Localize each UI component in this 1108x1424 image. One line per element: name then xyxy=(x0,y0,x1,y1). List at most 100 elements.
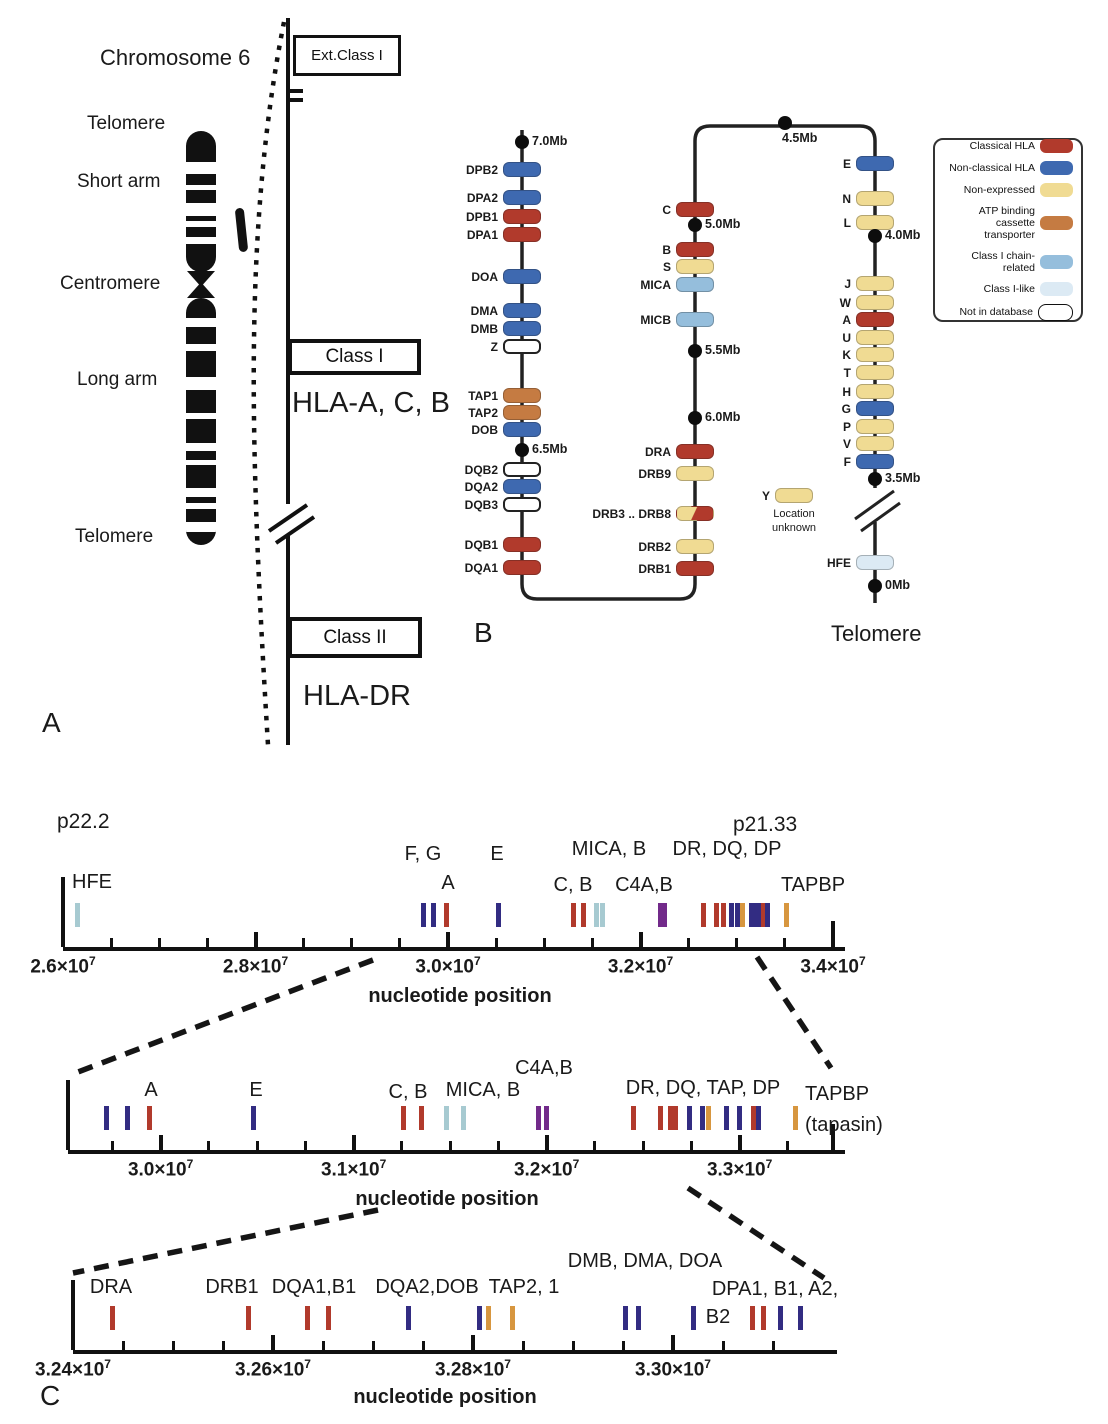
band-label-p22-2: p22.2 xyxy=(57,810,110,833)
axis1-line xyxy=(68,1150,845,1154)
legend-row-non-classical-hla: Non-classical HLA xyxy=(943,161,1073,176)
panel-c-letter: C xyxy=(40,1380,61,1411)
axis2-minor-tick-8 xyxy=(521,1341,525,1350)
axis1-gene-tick-13 xyxy=(673,1106,679,1130)
axis2-minor-tick-10 xyxy=(621,1341,625,1350)
legend-swatch-non-classical-hla xyxy=(1040,161,1073,176)
mb-label-3-5mb: 3.5Mb xyxy=(885,471,921,485)
axis1-minor-tick-10 xyxy=(593,1141,597,1150)
axis0-gene-tick-6 xyxy=(581,903,587,927)
chromosome-label: Chromosome 6 xyxy=(100,45,251,70)
axis2-gene-tick-8 xyxy=(622,1306,628,1330)
legend-row-class-i-chain-related: Class I chain-related xyxy=(943,250,1073,274)
gene-label-y: Y xyxy=(761,489,770,503)
gene-label-dqb2: DQB2 xyxy=(464,463,498,477)
axis1-major-label-3: 3.3×107 xyxy=(706,1157,773,1181)
gene-label-dqb3: DQB3 xyxy=(464,498,498,512)
axis0-minor-tick-10 xyxy=(590,938,594,947)
gene-label-dmb: DMB xyxy=(470,322,498,336)
class2-box: Class II xyxy=(288,617,422,658)
axis2-gene-label-dra: DRA xyxy=(89,1276,133,1298)
legend-label-not-in-database: Not in database xyxy=(959,306,1033,319)
axis0-major-tick-3 xyxy=(638,932,643,947)
axis2-minor-tick-0 xyxy=(121,1341,125,1350)
axis2-major-label-1: 3.26×107 xyxy=(235,1357,311,1381)
axis1-gene-label-tapbp: TAPBP xyxy=(805,1083,870,1105)
axis0-minor-tick-0 xyxy=(109,938,113,947)
axis2-minor-tick-2 xyxy=(221,1341,225,1350)
axis0-xlabel: nucleotide position xyxy=(368,985,552,1007)
mb-label-5-0mb: 5.0Mb xyxy=(705,217,741,231)
legend-box: Classical HLA Non-classical HLA Non-expres… xyxy=(933,138,1083,322)
axis1-major-tick-1 xyxy=(351,1135,356,1150)
gene-box-dpa1 xyxy=(503,227,541,242)
gene-box-g xyxy=(856,401,894,416)
gene-label-b: B xyxy=(662,243,671,257)
gene-label-n: N xyxy=(842,192,851,206)
legend-row-not-in-database: Not in database xyxy=(943,303,1073,321)
legend-row-atp-binding-cassette-transporter: ATP binding cassette transporter xyxy=(943,205,1073,241)
centromere xyxy=(187,271,215,298)
gene-label-z: Z xyxy=(490,340,498,354)
axis2-gene-tick-11 xyxy=(749,1306,755,1330)
gene-box-s xyxy=(676,259,714,274)
gene-label-j: J xyxy=(844,277,851,291)
gene-box-n xyxy=(856,191,894,206)
axis2-gene-tick-13 xyxy=(777,1306,783,1330)
axis0-major-label-4: 3.4×107 xyxy=(800,954,866,978)
axis0-gene-label-tapbp: TAPBP xyxy=(780,874,846,896)
axis2-gene-tick-3 xyxy=(325,1306,331,1330)
axis1-gene-label-c4a-b: C4A,B xyxy=(515,1057,573,1079)
axis1-gene-tick-8 xyxy=(536,1106,542,1130)
axis0-gene-label-a: A xyxy=(441,872,455,894)
unplaced-note-line2: unknown xyxy=(771,522,817,534)
mb-label-7-0mb: 7.0Mb xyxy=(532,134,568,148)
gene-label-hfe: HFE xyxy=(827,556,851,570)
gene-box-dqa1 xyxy=(503,560,541,575)
axis0-minor-tick-13 xyxy=(735,938,739,947)
axis1-gene-tick-19 xyxy=(750,1106,756,1130)
mb-dot-4-5mb xyxy=(778,116,792,130)
axis2-gene-tick-6 xyxy=(485,1306,491,1330)
axis1-gene-tick-11 xyxy=(658,1106,663,1130)
axis1-gene-tick-18 xyxy=(737,1106,743,1130)
axis2-gene-label-tap2-1: TAP2, 1 xyxy=(488,1276,560,1298)
arm-label-telomere-0: Telomere xyxy=(87,113,166,134)
arm-label-long-arm-3: Long arm xyxy=(77,369,158,390)
gene-label-c: C xyxy=(662,203,671,217)
legend-row-class-i-like: Class I-like xyxy=(943,281,1073,296)
axis2-major-tick-0 xyxy=(71,1335,75,1350)
mb-label-6-0mb: 6.0Mb xyxy=(705,410,741,424)
gene-box-dqb2 xyxy=(503,462,541,477)
axis1-xlabel: nucleotide position xyxy=(355,1188,539,1210)
gene-label-tap1: TAP1 xyxy=(468,389,498,403)
axis2-gene-tick-7 xyxy=(509,1306,515,1330)
axis0-minor-tick-2 xyxy=(205,938,209,947)
gene-box-f xyxy=(856,454,894,469)
axis1-major-label-2: 3.2×107 xyxy=(513,1157,580,1181)
axis0-gene-tick-18 xyxy=(755,903,764,927)
axis0-minor-tick-4 xyxy=(302,938,306,947)
mb-label-0mb: 0Mb xyxy=(885,578,910,592)
axis1-gene-tick-10 xyxy=(630,1106,636,1130)
legend-swatch-not-in-database xyxy=(1038,303,1073,321)
axis1-minor-tick-4 xyxy=(303,1141,307,1150)
axis1-minor-tick-11 xyxy=(641,1141,645,1150)
gene-box-drb3-drb8 xyxy=(676,506,714,521)
gene-box-micb xyxy=(676,312,714,327)
mb-dot-6-0mb xyxy=(688,411,702,425)
gene-label-dpa1: DPA1 xyxy=(466,228,498,242)
class2-genes: HLA-DR xyxy=(303,680,411,712)
axis1-gene-label-mica-b: MICA, B xyxy=(445,1079,521,1101)
axis1-gene-tick-5 xyxy=(418,1106,424,1130)
axis1-minor-tick-2 xyxy=(207,1141,211,1150)
gene-label-dra: DRA xyxy=(645,445,671,459)
axis0-minor-tick-5 xyxy=(350,938,354,947)
axis0-gene-tick-0 xyxy=(74,903,80,927)
axis2-major-label-3: 3.30×107 xyxy=(635,1357,711,1381)
axis2-gene-label-dqa1-b1: DQA1,B1 xyxy=(271,1276,357,1298)
axis0-gene-tick-14 xyxy=(735,903,741,927)
gene-label-drb1: DRB1 xyxy=(638,562,671,576)
axis0-gene-tick-11 xyxy=(714,903,720,927)
